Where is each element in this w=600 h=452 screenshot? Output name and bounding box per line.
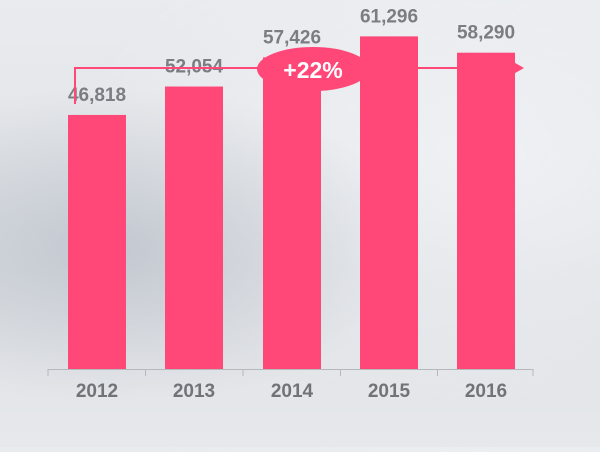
growth-badge-label: +22% — [283, 57, 342, 83]
value-label-2014: 57,426 — [263, 27, 321, 48]
bar-2012 — [68, 114, 126, 369]
value-label-2015: 61,296 — [360, 6, 418, 27]
bar-2014 — [263, 57, 321, 369]
growth-badge — [257, 47, 369, 91]
value-label-2012: 46,818 — [68, 85, 126, 106]
value-label-2016: 58,290 — [457, 23, 515, 44]
growth-arrow: +22% — [74, 47, 524, 104]
tick-label-2013: 2013 — [173, 381, 215, 402]
x-axis-tick-labels: 2012 2013 2014 2015 2016 — [76, 381, 507, 402]
tick-label-2012: 2012 — [76, 381, 118, 402]
arrow-head-icon — [510, 60, 524, 76]
bar-2013 — [165, 86, 223, 369]
x-axis-ticks — [47, 369, 534, 376]
bar-2016 — [457, 52, 515, 369]
tick-label-2015: 2015 — [368, 381, 411, 402]
tick-label-2016: 2016 — [465, 381, 507, 402]
tick-label-2014: 2014 — [271, 381, 314, 402]
bars-layer — [68, 36, 515, 369]
bar-2015 — [360, 36, 418, 369]
